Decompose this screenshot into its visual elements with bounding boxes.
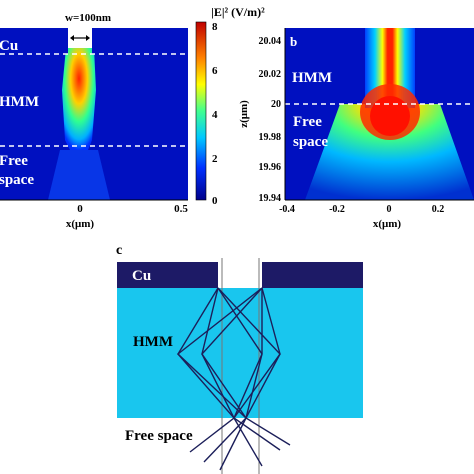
region-label-hmm-b: HMM	[292, 70, 332, 86]
ray-paths	[176, 287, 291, 471]
width-label: w=100nm	[65, 12, 111, 24]
hmm-label-c: HMM	[133, 334, 173, 350]
field-beam-a	[62, 48, 96, 150]
colorbar-tick: 4	[212, 109, 218, 121]
y-tick-b: 20.02	[259, 69, 282, 80]
region-label-cu-a: Cu	[0, 38, 18, 54]
x-tick-b: 0	[387, 204, 392, 215]
region-label-free-b: Free	[293, 114, 322, 130]
colorbar-tick: 6	[212, 65, 218, 77]
x-tick-b: 0.2	[432, 204, 445, 215]
cu-layer-right	[262, 262, 363, 288]
colorbar-tick: 8	[212, 21, 218, 33]
x-axis-label-b: x(μm)	[373, 218, 402, 230]
field-spread-a	[48, 150, 110, 200]
panel-a: w=100nm Cu HMM Free space 0 0.5 x(μm) |E…	[0, 5, 265, 230]
cu-region-a	[0, 28, 68, 54]
region-label-free-a: Free	[0, 153, 28, 169]
cu-label-c: Cu	[132, 268, 151, 284]
colorbar-tick: 2	[212, 153, 218, 165]
region-label-space-a: space	[0, 172, 34, 188]
panel-c: c Cu HMM Free space	[116, 243, 363, 474]
x-tick-b: -0.4	[279, 204, 295, 215]
colorbar	[195, 21, 207, 201]
cu-layer-left	[117, 262, 218, 288]
region-label-space-b: space	[293, 134, 328, 150]
colorbar-title: |E|² (V/m)²	[211, 5, 265, 19]
y-axis-label-b: z(μm)	[238, 100, 250, 128]
y-tick-b: 20.04	[259, 36, 282, 47]
panel-label-b: b	[290, 34, 297, 49]
panel-label-c: c	[116, 243, 122, 258]
field-fan-b	[305, 104, 474, 200]
y-tick-b: 20	[271, 99, 281, 110]
free-space-label-c: Free space	[125, 428, 193, 444]
region-label-hmm-a: HMM	[0, 94, 39, 110]
panel-b: b HMM Free space 20.04 20.02 20 19.98 19…	[238, 28, 474, 230]
x-tick-a-1: 0.5	[174, 203, 188, 215]
x-tick-b: -0.2	[329, 204, 345, 215]
y-tick-b: 19.98	[259, 132, 282, 143]
colorbar-tick: 0	[212, 195, 218, 207]
hmm-layer	[117, 288, 363, 418]
y-tick-b: 19.94	[259, 193, 282, 204]
x-axis-label-a: x(μm)	[66, 218, 95, 230]
y-tick-b: 19.96	[259, 162, 282, 173]
x-tick-a-0: 0	[77, 203, 83, 215]
